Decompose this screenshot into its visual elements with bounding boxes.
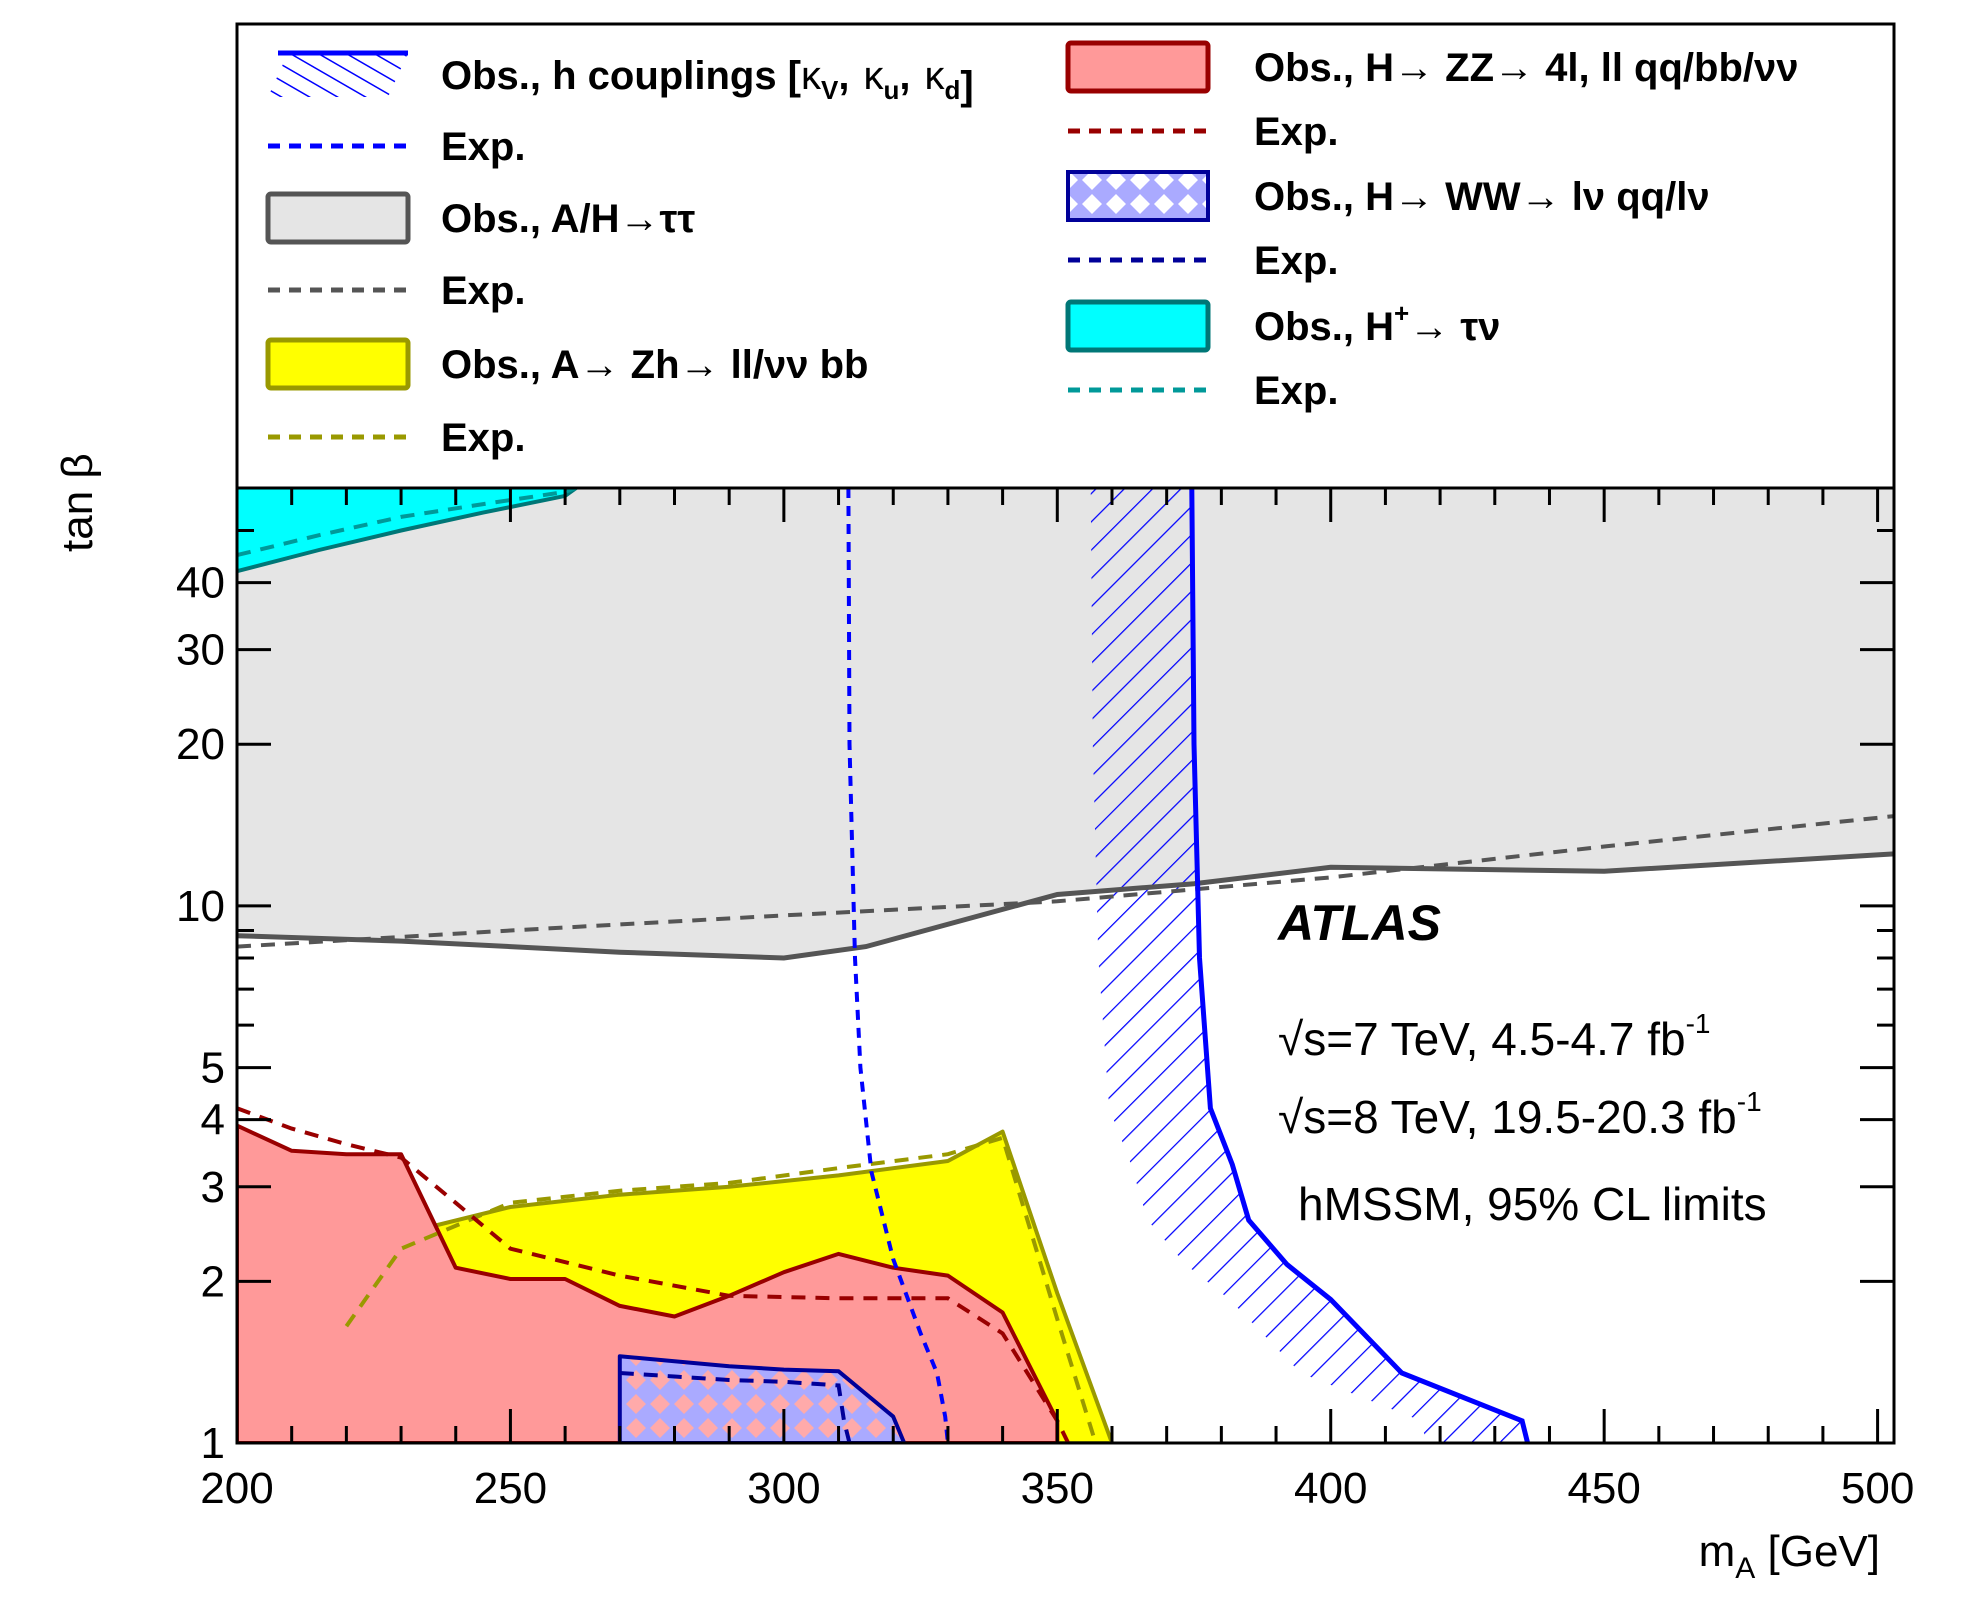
h-couplings-exp-line [846,488,950,1443]
y-tick-label: 4 [201,1096,225,1145]
legend-swatch-box [265,191,411,245]
hzz-exp-line [237,1106,1070,1443]
tautau-obs-band [237,488,1894,958]
y-tick-label: 3 [201,1163,225,1212]
legend-entry-label: Exp. [1254,239,1338,283]
x-tick-label: 400 [1294,1464,1367,1513]
model-label: hMSSM, 95% CL limits [1298,1178,1767,1230]
x-tick-label: 200 [200,1464,273,1513]
legend-entry-label: Obs., A/H→ττ [441,197,695,241]
y-tick-label: 40 [176,559,225,608]
x-axis-title-sub: A [1735,1552,1755,1585]
legend-entry-label: Obs., h couplings [κV, κu, κd] [441,54,974,108]
lumi-8-exp: -1 [1737,1086,1762,1117]
lumi-8-label: √s=8 TeV, 19.5-20.3 fb-1 [1278,1086,1762,1143]
legend-box [235,22,1896,490]
x-tick-label: 300 [747,1464,820,1513]
legend-entry-label: Exp. [441,269,525,313]
legend-entry-label: Exp. [441,416,525,460]
plot-area [237,488,1894,1443]
y-tick-label: 2 [201,1257,225,1306]
hplus-obs-band [237,488,577,572]
legend-entry-label: Exp. [441,125,525,169]
legend-swatch-box [1065,40,1211,94]
y-tick-label: 20 [176,720,225,769]
h-couplings-obs-line [1189,488,1531,1443]
y-tick-label: 10 [176,882,225,931]
legend: Obs., h couplings [κV, κu, κd] Exp. Obs., A/… [235,22,1896,490]
legend-entry-label: Obs., H→ ZZ→ 4l, ll qq/bb/νν [1254,46,1799,90]
svg-text:√s=8 TeV, 19.5-20.3 fb-1: √s=8 TeV, 19.5-20.3 fb-1 [1278,1086,1762,1143]
y-tick-label: 30 [176,626,225,675]
hww-exp-line [619,1371,852,1443]
legend-swatch-checker [1066,170,1210,222]
y-axis-title: tan β [53,453,102,552]
x-tick-label: 450 [1567,1464,1640,1513]
y-tick-label: 1 [201,1419,225,1468]
svg-text:√s=7 TeV, 4.5-4.7 fb-1: √s=7 TeV, 4.5-4.7 fb-1 [1278,1008,1711,1065]
legend-entry-label: Obs., A→ Zh→ ll/νν bb [441,343,868,387]
hplus-obs-line [237,488,578,574]
x-tick-label: 500 [1841,1464,1914,1513]
legend-swatch-hatched [268,53,408,97]
x-axis-title-unit: [GeV] [1755,1527,1880,1576]
legend-swatch-box [265,337,411,391]
y-tick-label: 5 [201,1044,225,1093]
x-axis-title: mA [GeV] [1699,1527,1880,1585]
x-tick-label: 350 [1021,1464,1094,1513]
legend-entry-label: Exp. [1254,110,1338,154]
legend-entry-label: Exp. [1254,369,1338,413]
tautau-exp-line [237,814,1894,949]
legend-entry-label: Obs., H→ WW→ lν qq/lν [1254,175,1710,219]
lumi-7-label: √s=7 TeV, 4.5-4.7 fb-1 [1278,1008,1711,1065]
hplus-exp-line [237,488,577,558]
lumi-7-exp: -1 [1686,1008,1711,1039]
x-tick-label: 250 [474,1464,547,1513]
x-axis-title-main: m [1699,1527,1736,1576]
axes: 200 250 300 350 400 450 500 1 2 3 45 10 20 30 40 [176,486,1914,1513]
legend-swatch-box [1065,299,1211,353]
azh-exp-line [344,1135,1098,1443]
legend-entry-label: Obs., H+→ τν [1254,298,1500,349]
hww-obs-band [617,1354,907,1443]
lumi-8-text: √s=8 TeV, 19.5-20.3 fb [1278,1091,1737,1143]
h-couplings-hatch [1090,488,1528,1443]
experiment-label: ATLAS [1276,895,1441,951]
hzz-obs-band [237,1123,1060,1443]
lumi-7-text: √s=7 TeV, 4.5-4.7 fb [1278,1013,1686,1065]
